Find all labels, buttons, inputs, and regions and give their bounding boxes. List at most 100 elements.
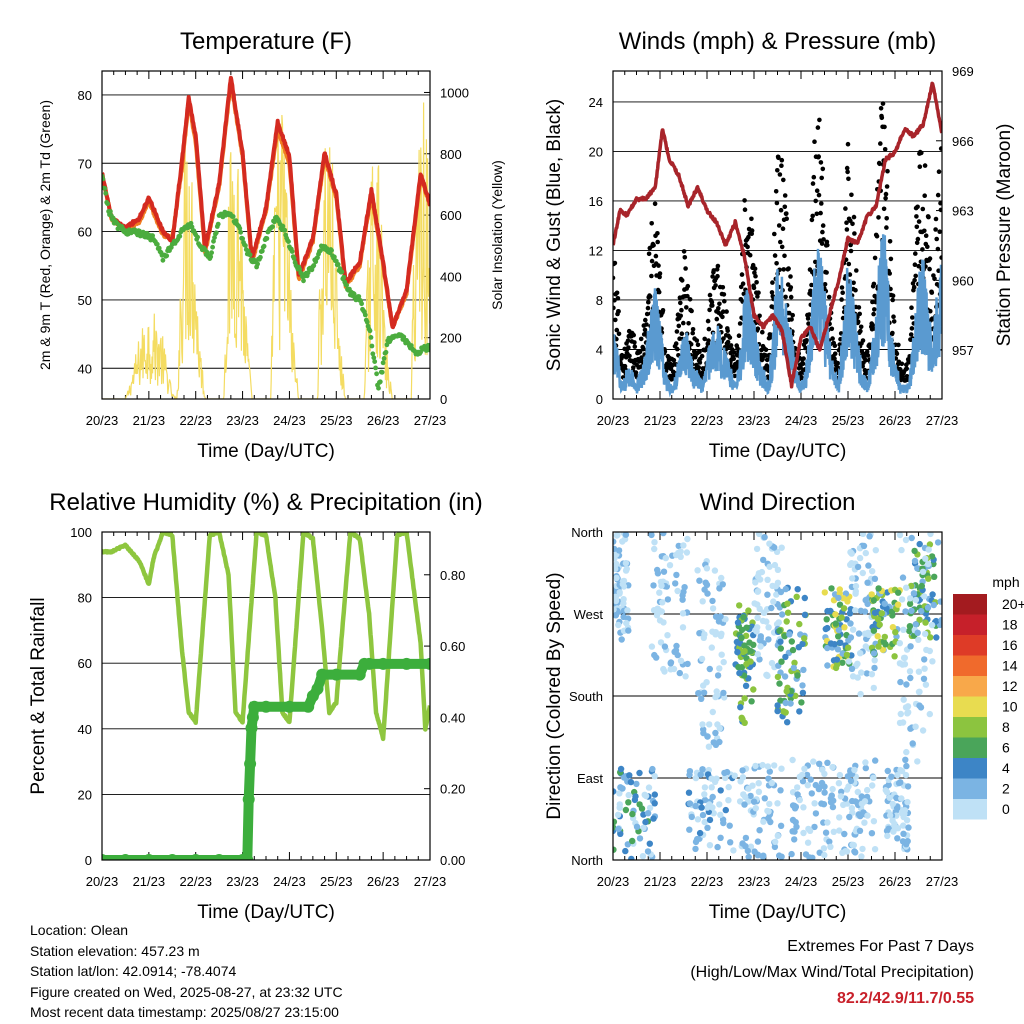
panel-4-direction-point bbox=[844, 598, 851, 605]
panel-1-dewpoint-point bbox=[102, 176, 106, 182]
panel-4-direction-point bbox=[656, 589, 663, 596]
panel-4-direction-point bbox=[750, 641, 757, 648]
panel-1-xtick-label: 25/23 bbox=[320, 413, 353, 428]
panel-4-direction-point bbox=[916, 540, 923, 548]
panel-2-gust-point bbox=[935, 192, 941, 198]
panel-4-direction-point bbox=[633, 823, 641, 830]
panel-1-dewpoint-point bbox=[371, 355, 377, 361]
panel-2-gust-point bbox=[879, 115, 885, 121]
panel-2-gust-point bbox=[657, 271, 663, 276]
panel-2-gust-point bbox=[769, 290, 775, 295]
panel-1-ytick-right: 400 bbox=[440, 269, 462, 284]
panel-4-direction-point bbox=[694, 816, 702, 823]
panel-4-direction-point bbox=[846, 610, 854, 617]
panel-4-direction-point bbox=[613, 565, 619, 573]
panel-2-gust-point bbox=[835, 360, 841, 366]
panel-2-gust-point bbox=[760, 329, 765, 335]
panel-4-direction-point bbox=[716, 801, 723, 808]
panel-2-ytick-left: 20 bbox=[589, 144, 603, 159]
panel-4-direction-point bbox=[764, 807, 771, 815]
panel-4-direction-point bbox=[848, 665, 856, 672]
panel-2-gust-point bbox=[884, 225, 889, 230]
panel-4-direction-point bbox=[834, 646, 842, 653]
panel-2-gust-point bbox=[727, 335, 733, 340]
panel-4-direction-point bbox=[759, 617, 767, 625]
panel-4-direction-point bbox=[897, 767, 904, 774]
panel-4-direction-point bbox=[844, 800, 851, 807]
panel-4-direction-point bbox=[788, 638, 795, 645]
panel-4-direction-point bbox=[614, 532, 621, 539]
panel-2-gust-point bbox=[880, 101, 886, 106]
panel-4-direction-point bbox=[752, 805, 759, 812]
panel-3-ytick-right: 0.40 bbox=[440, 710, 465, 725]
panel-2-gust-point bbox=[938, 200, 942, 206]
panel-3-xtick-label: 24/23 bbox=[273, 874, 306, 889]
panel-2-gust-point bbox=[937, 229, 942, 234]
panel-2-gust-point bbox=[818, 210, 823, 216]
panel-2-gust-point bbox=[644, 311, 650, 317]
panel-2-gust-point bbox=[725, 328, 730, 334]
panel-4-direction-point bbox=[915, 668, 923, 675]
panel-4-direction-point bbox=[844, 644, 852, 651]
panel-1-xtick-label: 24/23 bbox=[273, 413, 306, 428]
panel-4-direction-point bbox=[734, 648, 741, 656]
panel-4-direction-point bbox=[918, 582, 925, 590]
panel-2-gust-point bbox=[773, 189, 779, 194]
panel-4-direction-point bbox=[708, 775, 715, 782]
panel-1-plot-area bbox=[102, 75, 430, 399]
panel-4-direction-point bbox=[778, 611, 786, 618]
panel-4-direction-point bbox=[822, 829, 830, 836]
panel-4-direction-point bbox=[852, 798, 859, 805]
panel-1-dewpoint-point bbox=[384, 342, 390, 348]
panel-1-ytick-left: 40 bbox=[78, 361, 92, 376]
panel-4-legend-swatch bbox=[953, 676, 987, 697]
panel-1-ytick-right: 0 bbox=[440, 392, 447, 407]
panel-4-direction-point bbox=[888, 773, 895, 780]
panel-2-gust-point bbox=[787, 310, 792, 316]
panel-4-direction-point bbox=[862, 643, 869, 650]
panel-4-direction-point bbox=[672, 647, 680, 654]
panel-2-gust-point bbox=[777, 172, 783, 177]
panel-4-direction-point bbox=[927, 532, 934, 538]
panel-4-direction-point bbox=[704, 824, 711, 831]
panel-4-direction-point bbox=[851, 848, 858, 855]
panel-2-gust-point bbox=[870, 323, 876, 328]
panel-2-gust-point bbox=[810, 213, 815, 219]
panel-4-direction-point bbox=[727, 839, 734, 846]
panel-1-dewpoint-point bbox=[291, 256, 297, 261]
panel-4-direction-point bbox=[824, 662, 831, 669]
panel-4-direction-point bbox=[699, 766, 706, 773]
panel-4-direction-point bbox=[911, 547, 918, 555]
panel-4-direction-point bbox=[759, 761, 766, 769]
panel-4-direction-point bbox=[861, 608, 869, 615]
panel-2-gust-point bbox=[707, 292, 713, 298]
panel-2-gust-point bbox=[757, 313, 762, 319]
panel-1-dewpoint-point bbox=[368, 335, 374, 340]
panel-2-xtick-label: 26/23 bbox=[879, 413, 912, 428]
panel-4-direction-point bbox=[837, 639, 844, 646]
panel-4-direction-point bbox=[701, 784, 709, 791]
panel-4-direction-point bbox=[694, 567, 701, 574]
panel-1-ylabel-left: 2m & 9m T (Red, Orange) & 2m Td (Green) bbox=[37, 100, 53, 370]
panel-2-xtick-label: 20/23 bbox=[597, 413, 630, 428]
panel-4-direction-point bbox=[860, 542, 868, 550]
panel-4-direction-point bbox=[768, 604, 775, 612]
panel-2-gust-point bbox=[801, 356, 806, 361]
panel-4-direction-point bbox=[791, 659, 798, 666]
panel-1-dewpoint-point bbox=[247, 252, 253, 258]
panel-4-direction-point bbox=[857, 690, 864, 698]
panel-4-direction-point bbox=[651, 545, 658, 553]
panel-1-ytick-left: 50 bbox=[78, 293, 92, 308]
panel-2-gust-point bbox=[755, 326, 761, 332]
panel-4-direction-point bbox=[908, 607, 915, 614]
panel-4-direction-point bbox=[903, 841, 910, 848]
panel-4-direction-point bbox=[856, 827, 864, 834]
panel-4-legend-swatch bbox=[953, 594, 987, 615]
panel-4-direction-point bbox=[613, 788, 617, 795]
panel-2-gust-point bbox=[882, 124, 887, 130]
panel-2-gust-point bbox=[829, 326, 835, 332]
panel-2-xtick-label: 23/23 bbox=[738, 413, 771, 428]
panel-4-direction-point bbox=[870, 774, 877, 781]
panel-4-direction-point bbox=[912, 723, 919, 730]
panel-2-gust-point bbox=[814, 211, 820, 217]
